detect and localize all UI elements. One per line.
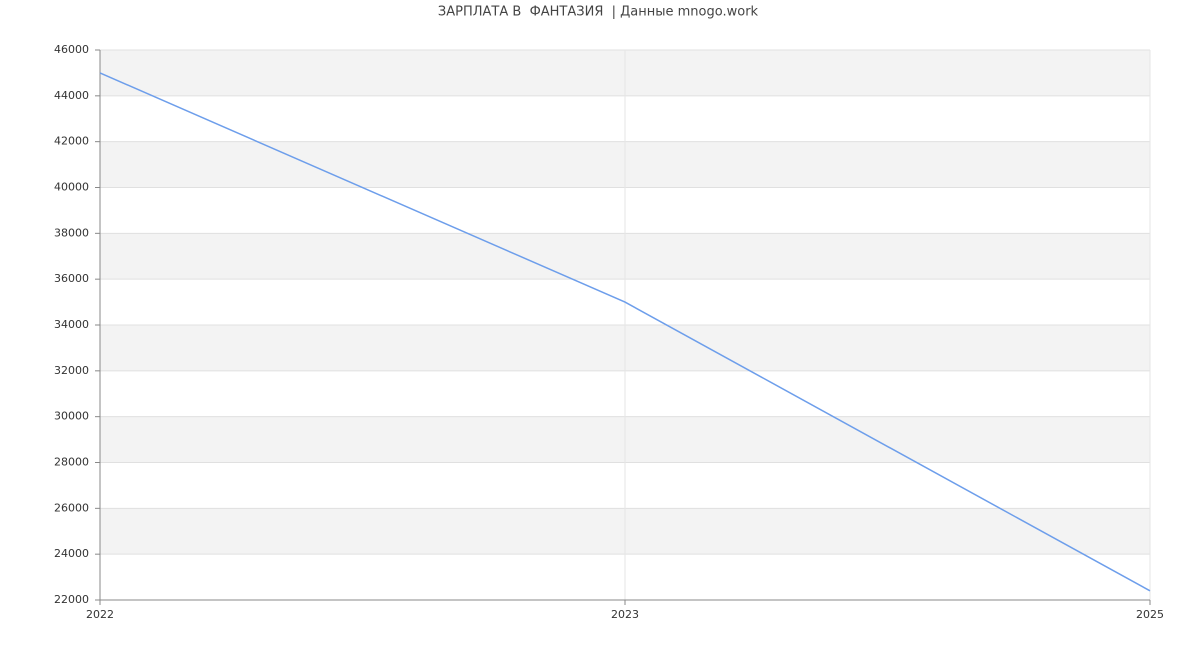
y-tick-label: 44000	[54, 89, 89, 102]
x-tick-label: 2022	[86, 608, 114, 621]
x-tick-label: 2023	[611, 608, 639, 621]
x-tick-label: 2025	[1136, 608, 1164, 621]
y-tick-label: 32000	[54, 364, 89, 377]
chart-title: ЗАРПЛАТА В ФАНТАЗИЯ | Данные mnogo.work	[438, 5, 759, 20]
y-tick-label: 38000	[54, 226, 89, 239]
y-tick-label: 42000	[54, 135, 89, 148]
y-tick-label: 26000	[54, 501, 89, 514]
y-tick-label: 24000	[54, 547, 89, 560]
line-series	[99, 72, 1151, 592]
y-tick-label: 36000	[54, 272, 89, 285]
y-tick-label: 28000	[54, 456, 89, 469]
y-tick-label: 46000	[54, 43, 89, 56]
y-tick-label: 22000	[54, 593, 89, 606]
y-tick-label: 30000	[54, 410, 89, 423]
y-tick-label: 34000	[54, 318, 89, 331]
y-tick-label: 40000	[54, 181, 89, 194]
